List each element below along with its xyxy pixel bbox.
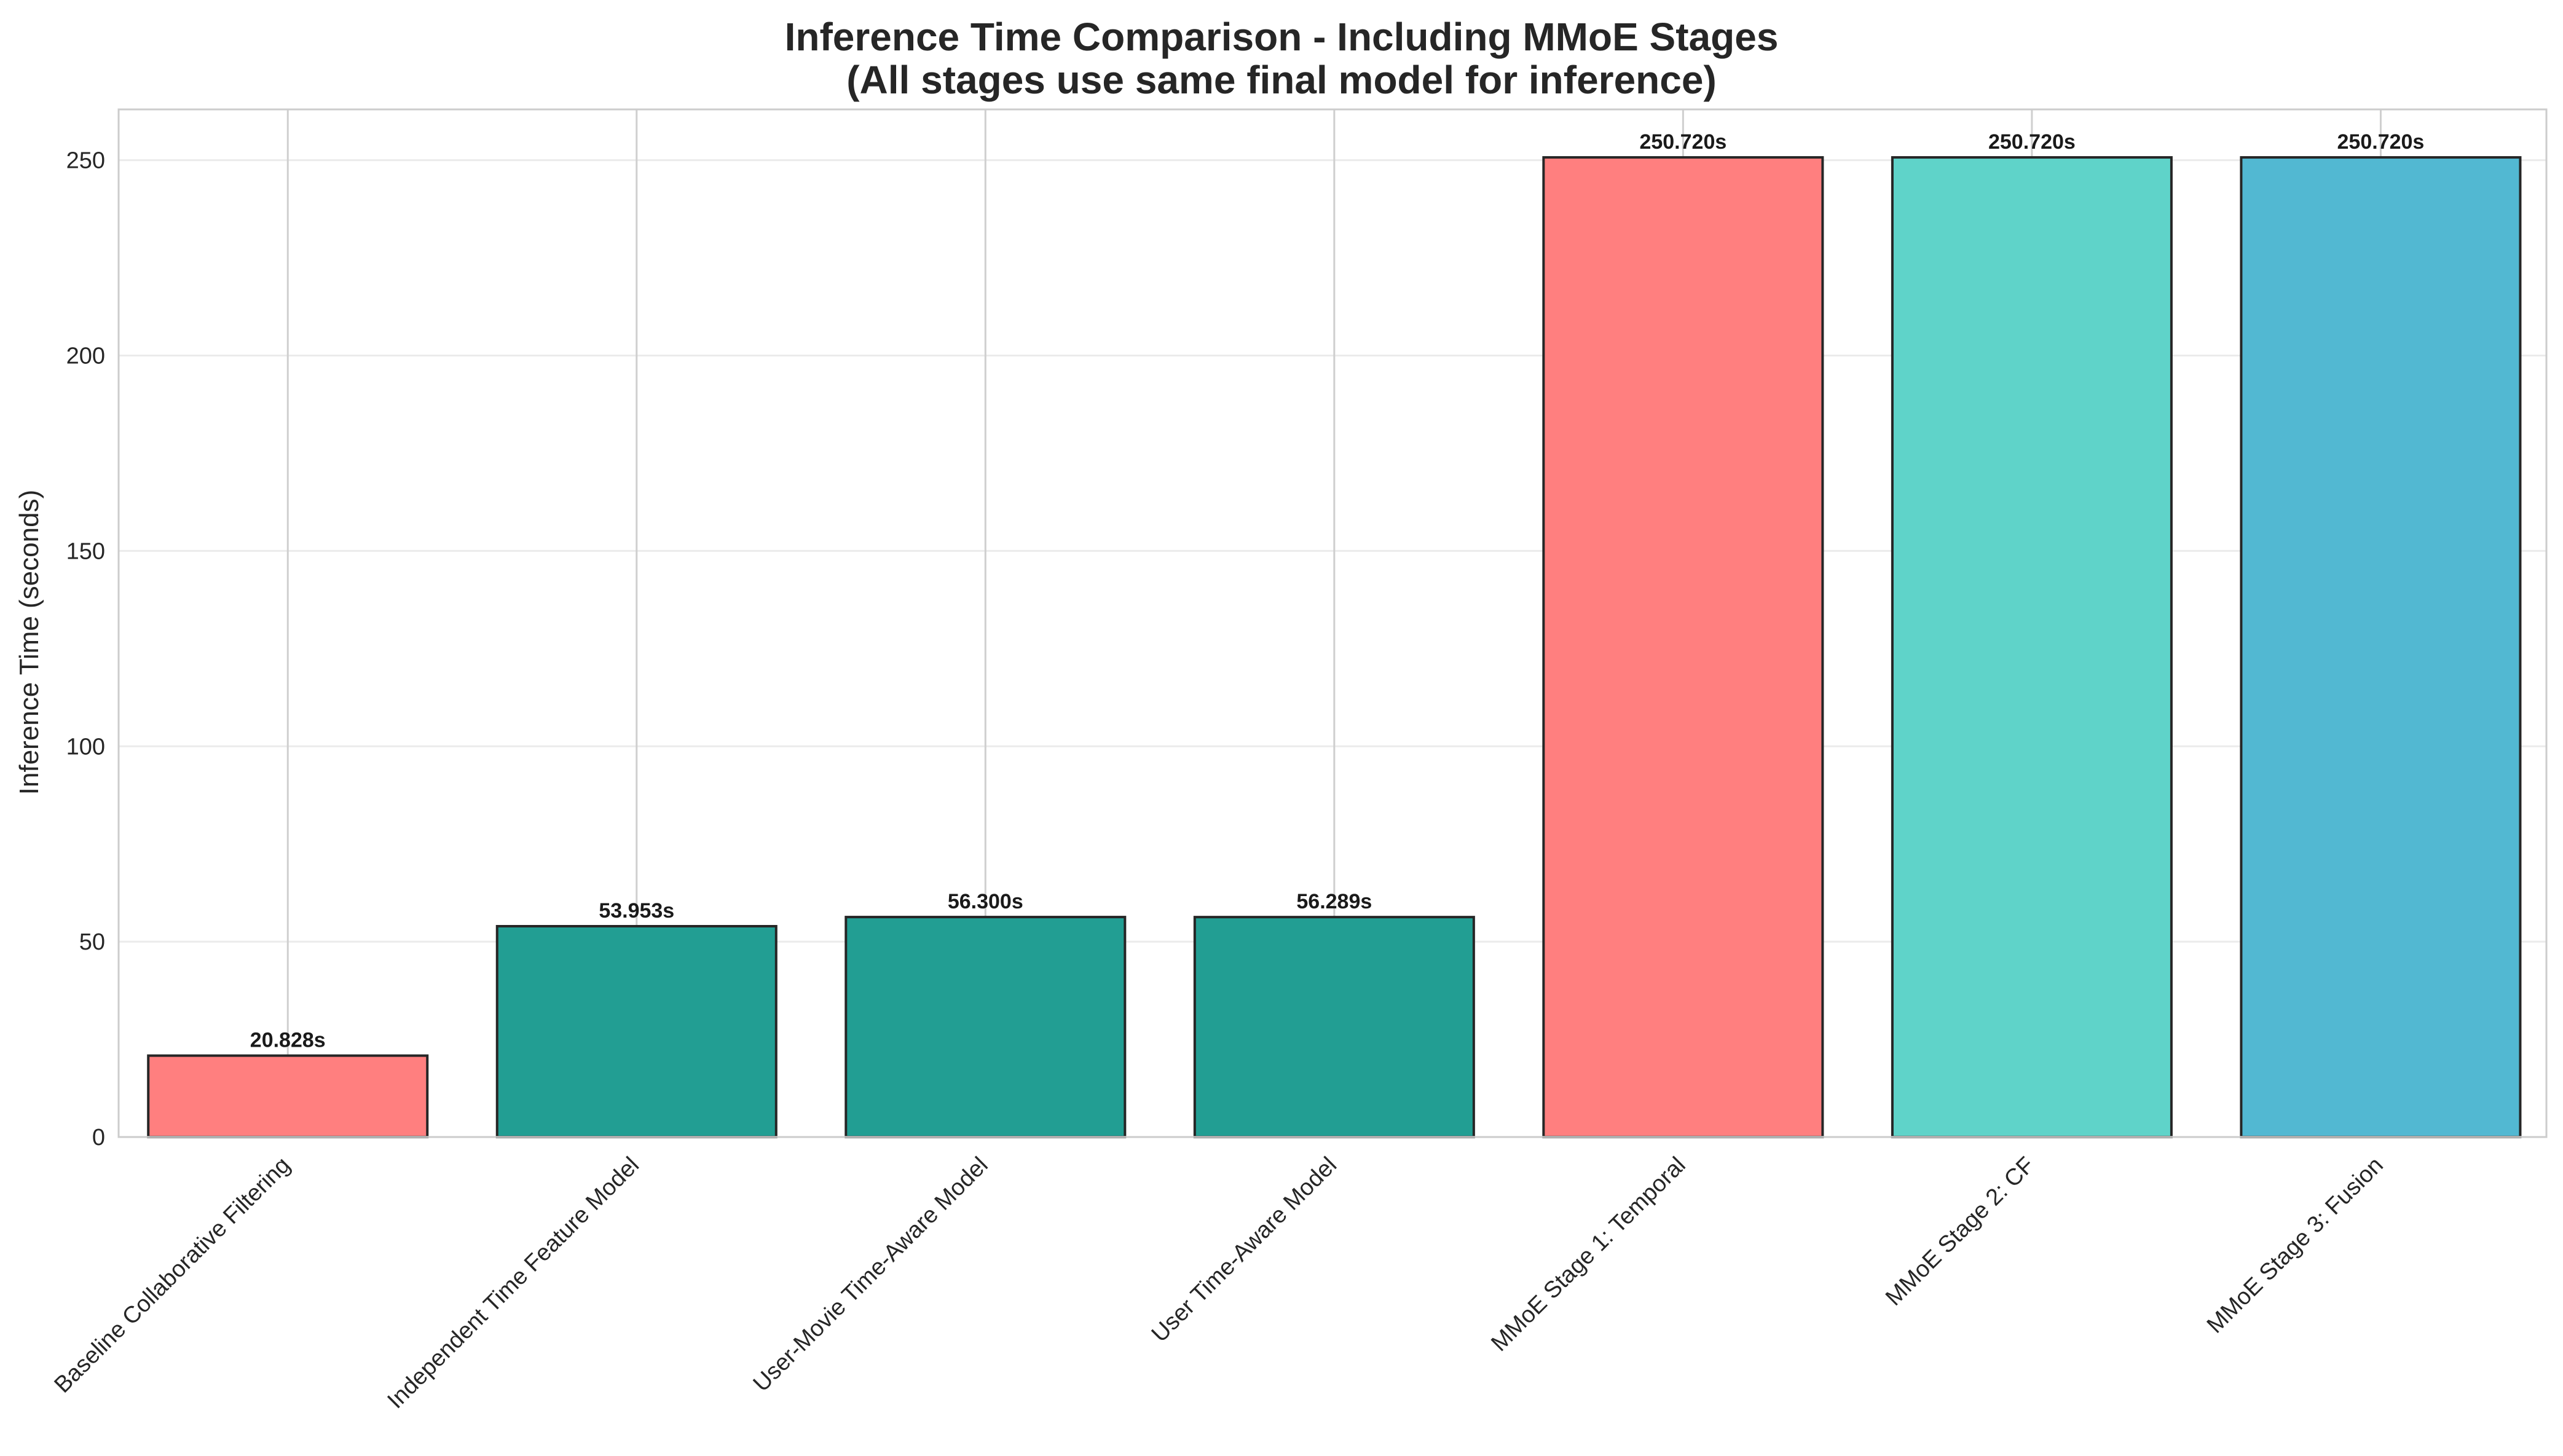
- y-tick-label: 50: [79, 929, 105, 955]
- bar: [147, 1054, 429, 1138]
- bar-value-label: 20.828s: [250, 1029, 326, 1052]
- bar-value-label: 250.720s: [1639, 130, 1726, 154]
- y-tick-label: 100: [66, 734, 105, 760]
- chart-subtitle: (All stages use same final model for inf…: [846, 58, 1717, 102]
- plot-frame: [117, 108, 2548, 1138]
- bar: [1542, 156, 1824, 1138]
- bar: [1891, 156, 2173, 1138]
- bar-value-label: 250.720s: [1988, 130, 2076, 154]
- bar-value-label: 56.289s: [1296, 890, 1372, 913]
- bar: [1193, 916, 1475, 1138]
- bar: [844, 916, 1127, 1138]
- y-tick-label: 150: [66, 538, 105, 564]
- bar: [2240, 156, 2522, 1138]
- plot-area: 0 50 100 150 200 250 20.828s 53.953s 56.300s 56.2…: [50, 108, 2548, 1414]
- bar: [495, 924, 778, 1138]
- y-tick-label: 200: [66, 344, 105, 369]
- x-tick-label: Independent Time Feature Model: [383, 1152, 645, 1414]
- x-tick-label: MMoE Stage 2: CF: [1881, 1152, 2039, 1311]
- x-tick-label: MMoE Stage 1: Temporal: [1486, 1152, 1690, 1356]
- bar-value-label: 53.953s: [599, 899, 674, 923]
- y-tick-label: 0: [92, 1125, 105, 1151]
- x-tick-label: Baseline Collaborative Filtering: [50, 1152, 296, 1398]
- x-tick-label: User-Movie Time-Aware Model: [749, 1152, 993, 1397]
- y-tick-label: 250: [66, 148, 105, 174]
- bar-value-label: 250.720s: [2337, 130, 2425, 154]
- y-axis-label: Inference Time (seconds): [14, 490, 44, 795]
- bar-value-label: 56.300s: [948, 890, 1023, 913]
- x-tick-label: User Time-Aware Model: [1147, 1152, 1342, 1347]
- x-tick-label: MMoE Stage 3: Fusion: [2202, 1152, 2388, 1339]
- chart-title: Inference Time Comparison - Including MM…: [785, 15, 1779, 59]
